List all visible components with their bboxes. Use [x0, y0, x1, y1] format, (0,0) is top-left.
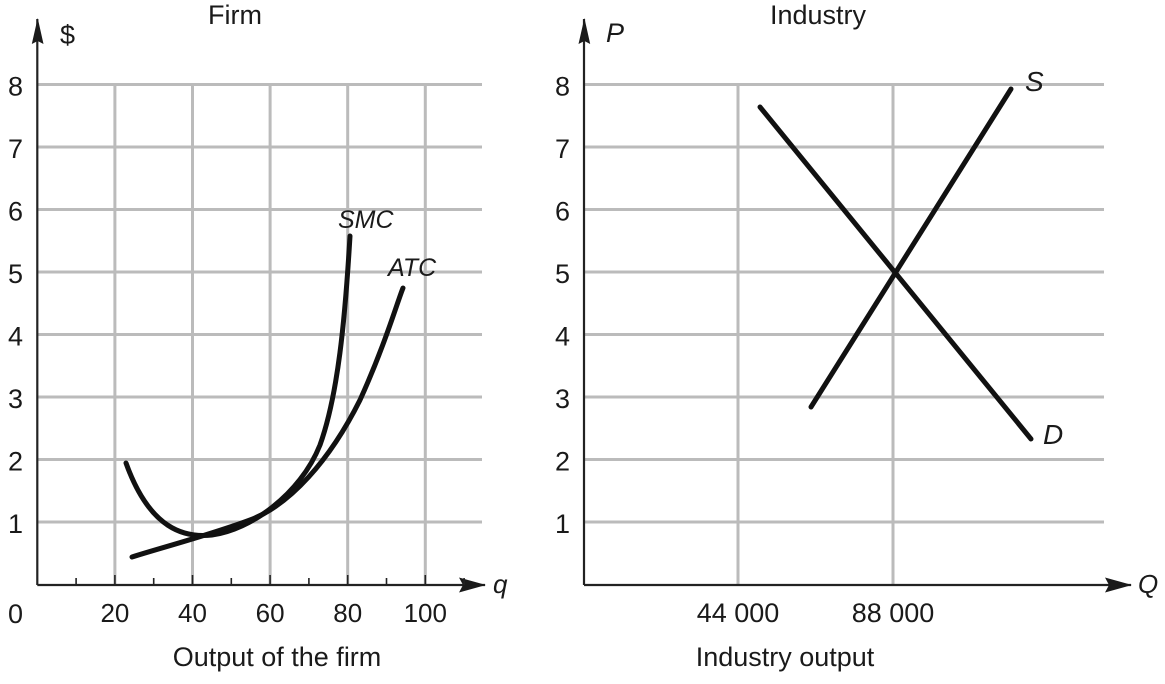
svg-text:8: 8 — [555, 72, 570, 102]
svg-text:Q: Q — [1138, 569, 1158, 599]
svg-text:Industry output: Industry output — [696, 642, 875, 672]
svg-text:0: 0 — [8, 599, 23, 629]
svg-text:1: 1 — [8, 509, 23, 539]
svg-text:Industry: Industry — [770, 0, 867, 30]
svg-text:80: 80 — [333, 598, 362, 628]
svg-text:3: 3 — [8, 384, 23, 414]
svg-text:1: 1 — [555, 509, 570, 539]
svg-text:S: S — [1025, 66, 1044, 97]
svg-text:100: 100 — [404, 598, 447, 628]
svg-text:6: 6 — [8, 197, 23, 227]
svg-text:2: 2 — [8, 447, 23, 477]
svg-text:P: P — [606, 18, 624, 48]
svg-text:5: 5 — [8, 259, 23, 289]
svg-text:60: 60 — [256, 598, 285, 628]
svg-text:$: $ — [60, 20, 75, 50]
svg-text:6: 6 — [555, 197, 570, 227]
svg-text:40: 40 — [178, 598, 207, 628]
svg-text:5: 5 — [555, 259, 570, 289]
svg-text:D: D — [1043, 419, 1063, 450]
svg-text:7: 7 — [8, 134, 23, 164]
svg-text:4: 4 — [555, 322, 570, 352]
svg-text:20: 20 — [100, 598, 129, 628]
svg-text:44 000: 44 000 — [697, 598, 780, 628]
svg-text:Output of the firm: Output of the firm — [173, 642, 382, 672]
svg-text:SMC: SMC — [338, 206, 395, 234]
svg-text:q: q — [493, 569, 508, 599]
svg-text:Firm: Firm — [208, 0, 262, 30]
svg-text:8: 8 — [8, 72, 23, 102]
svg-text:ATC: ATC — [386, 254, 437, 282]
svg-text:2: 2 — [555, 447, 570, 477]
svg-text:4: 4 — [8, 322, 23, 352]
svg-text:3: 3 — [555, 384, 570, 414]
svg-text:88 000: 88 000 — [852, 598, 935, 628]
svg-text:7: 7 — [555, 134, 570, 164]
